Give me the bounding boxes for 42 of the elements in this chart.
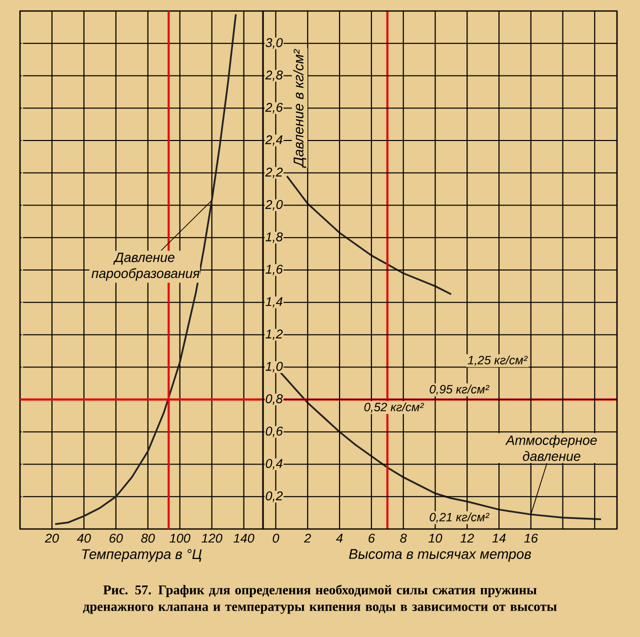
y-tick-label: 1,0 xyxy=(266,362,283,372)
x-tick-label: 12 xyxy=(460,534,474,543)
line-series xyxy=(286,175,452,296)
text: Рис. 57. График для определения необходимой силы сжатия пружины дренажного клапана и температуры кипения воды в зависимости от высоты xyxy=(83,584,557,614)
annotation: 1,25 кг/см² xyxy=(468,356,528,366)
annotation: 0,95 кг/см² xyxy=(430,384,490,395)
x-tick-label: 40 xyxy=(76,534,91,543)
y-tick-label: 1,4 xyxy=(266,297,282,308)
x-tick-label: 10 xyxy=(428,534,442,543)
y-tick-label: 2,8 xyxy=(265,70,283,81)
x-tick-label: 8 xyxy=(400,534,407,543)
y-tick-label: 0,4 xyxy=(266,459,282,470)
text: Атмосферное давление xyxy=(505,435,597,461)
y-tick-label: 2,0 xyxy=(265,200,283,210)
x-tick-label: 16 xyxy=(524,534,538,543)
y-tick-label: 2,4 xyxy=(265,135,282,146)
x-tick-label: 100 xyxy=(170,534,190,543)
y-tick-label: 2,6 xyxy=(265,102,283,114)
y-tick-label: 1,2 xyxy=(266,330,283,340)
x-tick-label: 80 xyxy=(141,534,155,543)
x-tick-label: 2 xyxy=(304,534,311,543)
x-tick-label: 4 xyxy=(336,534,343,542)
y-tick-label: 0,2 xyxy=(266,491,283,502)
x-tick-label: 0 xyxy=(272,534,280,543)
x-axis-title: Высота в тысячах метров xyxy=(349,549,531,562)
x-tick-label: 20 xyxy=(44,534,59,543)
y-tick-label: 1,6 xyxy=(266,264,283,276)
x-tick-label: 60 xyxy=(110,534,123,543)
x-tick-label: 14 xyxy=(492,534,506,542)
x-tick-label: 6 xyxy=(368,534,375,543)
y-tick-label: 0,6 xyxy=(266,426,283,438)
annotation: 0,21 кг/см² xyxy=(430,512,490,523)
y-axis-title: Давление в кг/см² xyxy=(293,49,306,168)
x-tick-label: 120 xyxy=(202,534,222,543)
annotation: 0,52 кг/см² xyxy=(364,402,424,413)
y-tick-label: 1,8 xyxy=(266,232,283,243)
y-tick-label: 3,0 xyxy=(266,38,283,49)
y-tick-label: 0,8 xyxy=(266,394,283,405)
x-axis-title: Температура в °Ц xyxy=(82,549,202,562)
y-tick-label: 2,2 xyxy=(265,168,283,178)
series-label: Давление парообразования xyxy=(92,252,200,281)
x-tick-label: 140 xyxy=(234,534,254,543)
